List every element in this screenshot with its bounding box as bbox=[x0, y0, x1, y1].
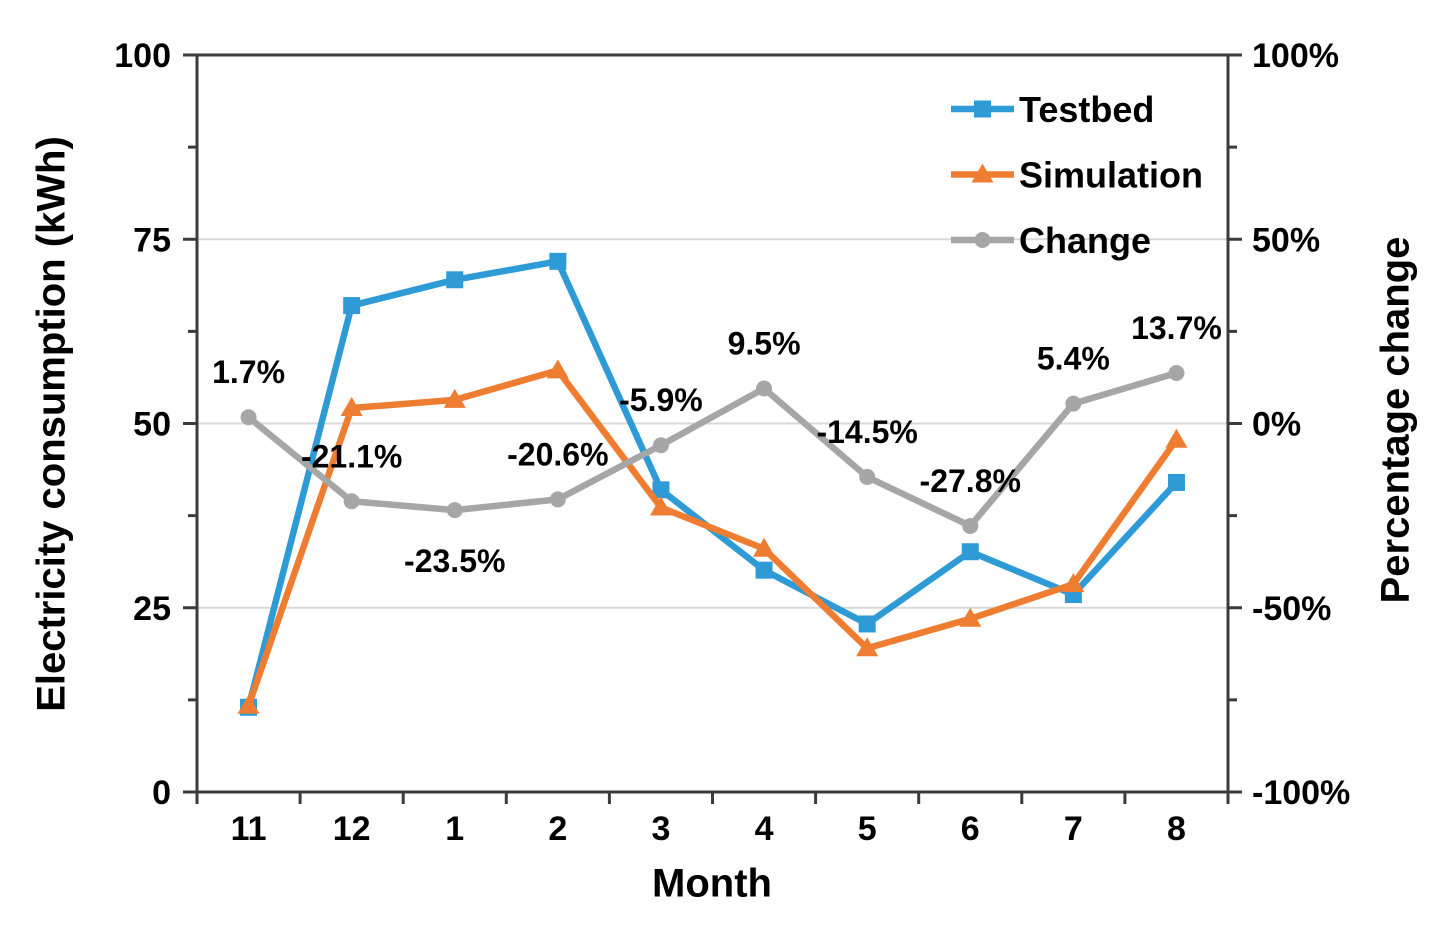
series-marker-square bbox=[652, 481, 670, 499]
x-axis-tick-label: 7 bbox=[1064, 810, 1083, 848]
x-axis-tick-label: 5 bbox=[858, 810, 877, 848]
series-marker-triangle bbox=[971, 163, 994, 183]
right-axis-tick-label: -50% bbox=[1252, 590, 1331, 628]
data-label: -14.5% bbox=[816, 414, 917, 450]
x-axis-tick-label: 2 bbox=[548, 810, 567, 848]
series-line-simulation bbox=[245, 367, 1180, 710]
series-marker-circle bbox=[974, 232, 991, 248]
series-marker-circle bbox=[652, 437, 669, 454]
legend-item-label: Simulation bbox=[1019, 155, 1203, 196]
left-axis-tick-label: 75 bbox=[133, 221, 171, 259]
series-line-change bbox=[245, 369, 1180, 530]
data-label: 13.7% bbox=[1131, 310, 1222, 346]
legend-item-label: Change bbox=[1019, 220, 1151, 261]
series-line-testbed bbox=[245, 258, 1180, 711]
series-marker-triangle bbox=[649, 496, 672, 516]
series-marker-square bbox=[343, 297, 361, 315]
left-axis-tick-label: 0 bbox=[152, 774, 171, 812]
series-marker-triangle bbox=[959, 607, 982, 627]
data-label: 9.5% bbox=[728, 325, 801, 361]
series-marker-circle bbox=[1168, 365, 1185, 382]
series-marker-triangle bbox=[237, 694, 260, 714]
legend: Testbed Simulation Change bbox=[951, 89, 1203, 261]
series-testbed bbox=[240, 252, 1185, 716]
series-marker-square bbox=[961, 543, 979, 561]
series-marker-triangle bbox=[856, 637, 879, 657]
right-axis-tick-label: -100% bbox=[1252, 774, 1350, 812]
data-label: 5.4% bbox=[1037, 341, 1110, 377]
series-marker-triangle bbox=[546, 359, 569, 379]
x-axis-tick-label: 3 bbox=[651, 810, 670, 848]
data-label: -21.1% bbox=[301, 438, 402, 474]
series-marker-triangle bbox=[753, 537, 776, 557]
data-label: 1.7% bbox=[212, 354, 285, 390]
x-axis-tick-label: 11 bbox=[231, 810, 267, 848]
left-axis-tick-label: 25 bbox=[133, 590, 171, 628]
series-marker-circle bbox=[756, 380, 773, 397]
data-label: -27.8% bbox=[920, 463, 1021, 499]
right-axis-tick-label: 100% bbox=[1252, 37, 1339, 75]
data-label: -20.6% bbox=[507, 436, 608, 472]
legend-item-change: Change bbox=[951, 220, 1151, 261]
x-axis-tick-label: 4 bbox=[755, 810, 774, 848]
x-axis-tick-label: 1 bbox=[445, 810, 464, 848]
right-axis-tick-label: 50% bbox=[1252, 221, 1320, 259]
left-axis-tick-label: 50 bbox=[133, 406, 171, 444]
x-axis-tick-label: 6 bbox=[961, 810, 980, 848]
series-marker-circle bbox=[343, 493, 360, 510]
series-marker-circle bbox=[446, 502, 463, 519]
series-marker-square bbox=[974, 100, 991, 118]
series-change: 1.7% -21.1% -23.5% -20.6% -5.9% 9.5% -14.5%-27… bbox=[212, 310, 1222, 579]
left-axis-title: Electricity consumption (kWh) bbox=[29, 136, 74, 712]
series-marker-square bbox=[446, 271, 464, 289]
x-axis-tick-label: 12 bbox=[333, 810, 371, 848]
legend-item-testbed: Testbed bbox=[951, 89, 1154, 130]
series-marker-triangle bbox=[1165, 428, 1188, 448]
legend-item-simulation: Simulation bbox=[951, 155, 1203, 196]
series-marker-circle bbox=[549, 491, 566, 508]
data-label: -23.5% bbox=[404, 543, 505, 579]
right-axis-title: Percentage change bbox=[1373, 236, 1418, 604]
series-marker-square bbox=[549, 252, 567, 270]
series-marker-circle bbox=[859, 468, 876, 485]
legend-item-label: Testbed bbox=[1019, 89, 1154, 130]
left-axis-tick-label: 100 bbox=[114, 37, 171, 75]
series-marker-triangle bbox=[443, 388, 466, 408]
series-marker-circle bbox=[240, 409, 257, 426]
x-axis-tick-label: 8 bbox=[1167, 810, 1186, 848]
x-axis-title: Month bbox=[652, 861, 772, 906]
series-marker-square bbox=[755, 561, 773, 579]
series-marker-triangle bbox=[340, 397, 363, 417]
series-simulation bbox=[237, 359, 1188, 714]
right-axis-tick-label: 0% bbox=[1252, 406, 1301, 444]
series-marker-square bbox=[858, 615, 876, 633]
series-marker-triangle bbox=[1062, 573, 1085, 593]
data-label: -5.9% bbox=[619, 382, 703, 418]
series-marker-circle bbox=[962, 517, 979, 534]
series-marker-square bbox=[1167, 473, 1185, 491]
series-marker-circle bbox=[1065, 395, 1082, 412]
